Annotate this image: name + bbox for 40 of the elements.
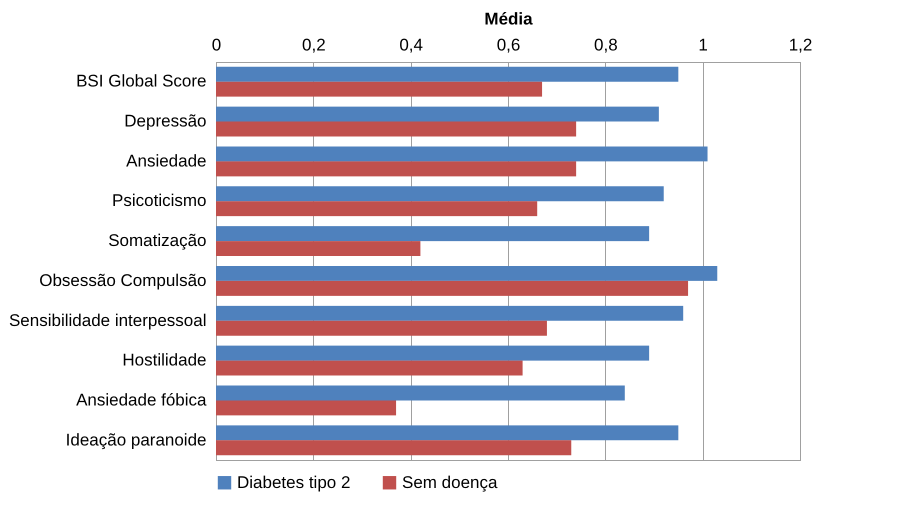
y-tick-label: Obsessão Compulsão bbox=[39, 270, 206, 290]
x-tick-label: 0,8 bbox=[594, 36, 618, 54]
bar bbox=[216, 266, 718, 281]
y-tick-label: Psicoticismo bbox=[112, 191, 206, 210]
y-tick-label: Depressão bbox=[124, 112, 206, 131]
x-tick-label: 0 bbox=[212, 36, 222, 54]
bar bbox=[216, 66, 678, 82]
y-tick-label: Ansiedade bbox=[126, 151, 206, 170]
bar bbox=[216, 400, 396, 416]
bar bbox=[216, 386, 625, 400]
legend-label: Diabetes tipo 2 bbox=[237, 472, 350, 492]
bar bbox=[216, 280, 688, 296]
bar bbox=[216, 161, 576, 176]
y-tick-label: Hostilidade bbox=[122, 350, 206, 370]
bar bbox=[216, 122, 576, 136]
y-tick-label: Sensibilidade interpessoal bbox=[8, 310, 206, 330]
bar bbox=[216, 320, 547, 336]
bar bbox=[216, 106, 659, 122]
bar bbox=[216, 241, 420, 256]
bar bbox=[216, 440, 572, 456]
y-tick-label: Somatização bbox=[108, 231, 206, 250]
y-tick-label: Ansiedade fóbica bbox=[76, 390, 208, 410]
bar bbox=[216, 201, 538, 216]
bar bbox=[216, 306, 684, 321]
legend-label: Sem doença bbox=[402, 472, 498, 492]
x-tick-label: 0,6 bbox=[496, 36, 520, 54]
bar bbox=[216, 82, 542, 97]
bar bbox=[216, 146, 708, 162]
x-tick-label: 1,2 bbox=[788, 36, 812, 54]
x-tick-label: 0,4 bbox=[399, 36, 423, 54]
y-tick-label: BSI Global Score bbox=[76, 72, 206, 91]
bar bbox=[216, 360, 523, 376]
bar bbox=[216, 425, 678, 440]
bar bbox=[216, 186, 664, 202]
bar bbox=[216, 226, 650, 242]
y-tick-label: Ideação paranoide bbox=[66, 430, 206, 450]
bar bbox=[216, 346, 650, 361]
x-tick-label: 1 bbox=[698, 36, 708, 54]
x-tick-label: 0,2 bbox=[302, 36, 326, 54]
x-axis-title: Média bbox=[484, 10, 534, 28]
